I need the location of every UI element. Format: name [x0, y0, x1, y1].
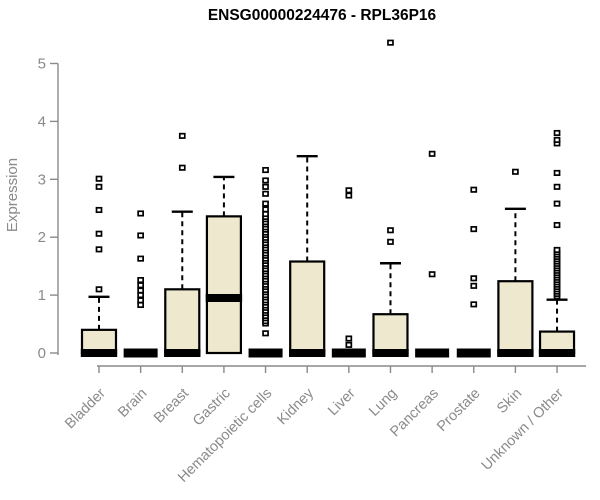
outlier-point [262, 183, 269, 190]
iqr-box [164, 288, 201, 355]
boxplot-hematopoietic-cells [248, 166, 283, 358]
collapsed-box [331, 348, 366, 358]
outlier-point [137, 292, 144, 299]
x-category-label: Bladder [62, 385, 109, 432]
boxplot-lung [372, 39, 409, 357]
iqr-box [289, 260, 326, 355]
outlier-point [95, 246, 103, 253]
outlier-point [137, 276, 144, 284]
y-tick-label: 3 [38, 171, 46, 188]
outlier-point [470, 275, 478, 282]
boxplot-bladder [80, 175, 118, 357]
outlier-point [178, 164, 186, 171]
x-category-label: Skin [494, 386, 525, 417]
boxplots [80, 39, 576, 358]
median-line [538, 349, 576, 357]
y-tick-label: 4 [38, 113, 46, 130]
y-tick-label: 0 [38, 345, 46, 362]
outlier-point [262, 210, 269, 218]
outlier-point [262, 166, 269, 174]
boxplot-prostate [456, 186, 491, 358]
median-line [164, 349, 201, 357]
outlier-point [345, 187, 353, 194]
outlier-point [470, 186, 478, 193]
y-tick-label: 5 [38, 56, 46, 73]
y-axis: 0 1 2 3 4 5 [38, 56, 59, 362]
outlier-point [262, 206, 269, 213]
outlier-point [137, 255, 144, 262]
outlier-point [345, 192, 353, 199]
x-category-label: Brain [115, 386, 150, 421]
outlier-point [428, 150, 436, 157]
outlier-point [553, 169, 561, 176]
outlier-point [553, 200, 561, 207]
outlier-point [470, 226, 478, 233]
outlier-point [137, 210, 144, 217]
x-category-label: Prostate [434, 386, 483, 435]
outlier-point [95, 286, 103, 293]
boxplot-pancreas [415, 150, 450, 358]
iqr-box [372, 313, 409, 355]
outlier-point [553, 246, 561, 253]
collapsed-box [456, 348, 491, 358]
boxplot-brain [123, 210, 158, 358]
collapsed-box [248, 348, 283, 358]
x-category-label: Breast [151, 386, 192, 427]
outlier-point [512, 168, 519, 175]
chart-title: ENSG00000224476 - RPL36P16 [207, 7, 437, 24]
median-line [372, 349, 409, 357]
outlier-point [262, 190, 269, 197]
outlier-point [95, 183, 103, 190]
x-category-label: Lung [366, 386, 400, 420]
outlier-point [387, 39, 394, 46]
y-tick-label: 2 [38, 229, 46, 246]
y-tick-label: 1 [38, 287, 46, 304]
outlier-point [137, 301, 144, 308]
boxplot-unknown-other [538, 129, 576, 357]
boxplot-liver [331, 187, 366, 358]
iqr-box [205, 215, 243, 355]
median-line [289, 349, 326, 357]
collapsed-box [123, 348, 158, 358]
iqr-box [497, 280, 534, 355]
outlier-point [262, 330, 269, 337]
outlier-point [262, 200, 269, 207]
outlier-point [553, 136, 561, 143]
x-category-label: Kidney [274, 385, 317, 428]
outlier-point [137, 297, 144, 304]
outlier-point [137, 282, 144, 289]
boxplot-skin [497, 168, 534, 357]
outlier-point [345, 341, 353, 348]
outlier-point [428, 271, 436, 278]
outlier-point [470, 301, 478, 308]
outlier-point [178, 132, 186, 139]
boxplot-kidney [289, 154, 326, 357]
median-line [205, 293, 243, 302]
x-category-label: Liver [325, 385, 359, 419]
outlier-point [387, 227, 394, 234]
boxplot-gastric [205, 175, 243, 355]
outlier-point [553, 183, 561, 190]
outlier-point [262, 177, 269, 184]
outlier-point [95, 206, 103, 214]
median-line [497, 349, 534, 357]
median-line [80, 349, 118, 357]
outlier-point [553, 129, 561, 137]
outlier-point [137, 287, 144, 294]
outlier-point [95, 230, 103, 237]
outlier-point [137, 232, 144, 239]
outlier-point [470, 282, 478, 289]
outlier-point [387, 238, 394, 245]
boxplot-breast [164, 132, 201, 357]
outlier-point [95, 175, 103, 182]
outlier-point [345, 335, 353, 342]
outlier-point [553, 221, 561, 229]
collapsed-box [415, 348, 450, 358]
